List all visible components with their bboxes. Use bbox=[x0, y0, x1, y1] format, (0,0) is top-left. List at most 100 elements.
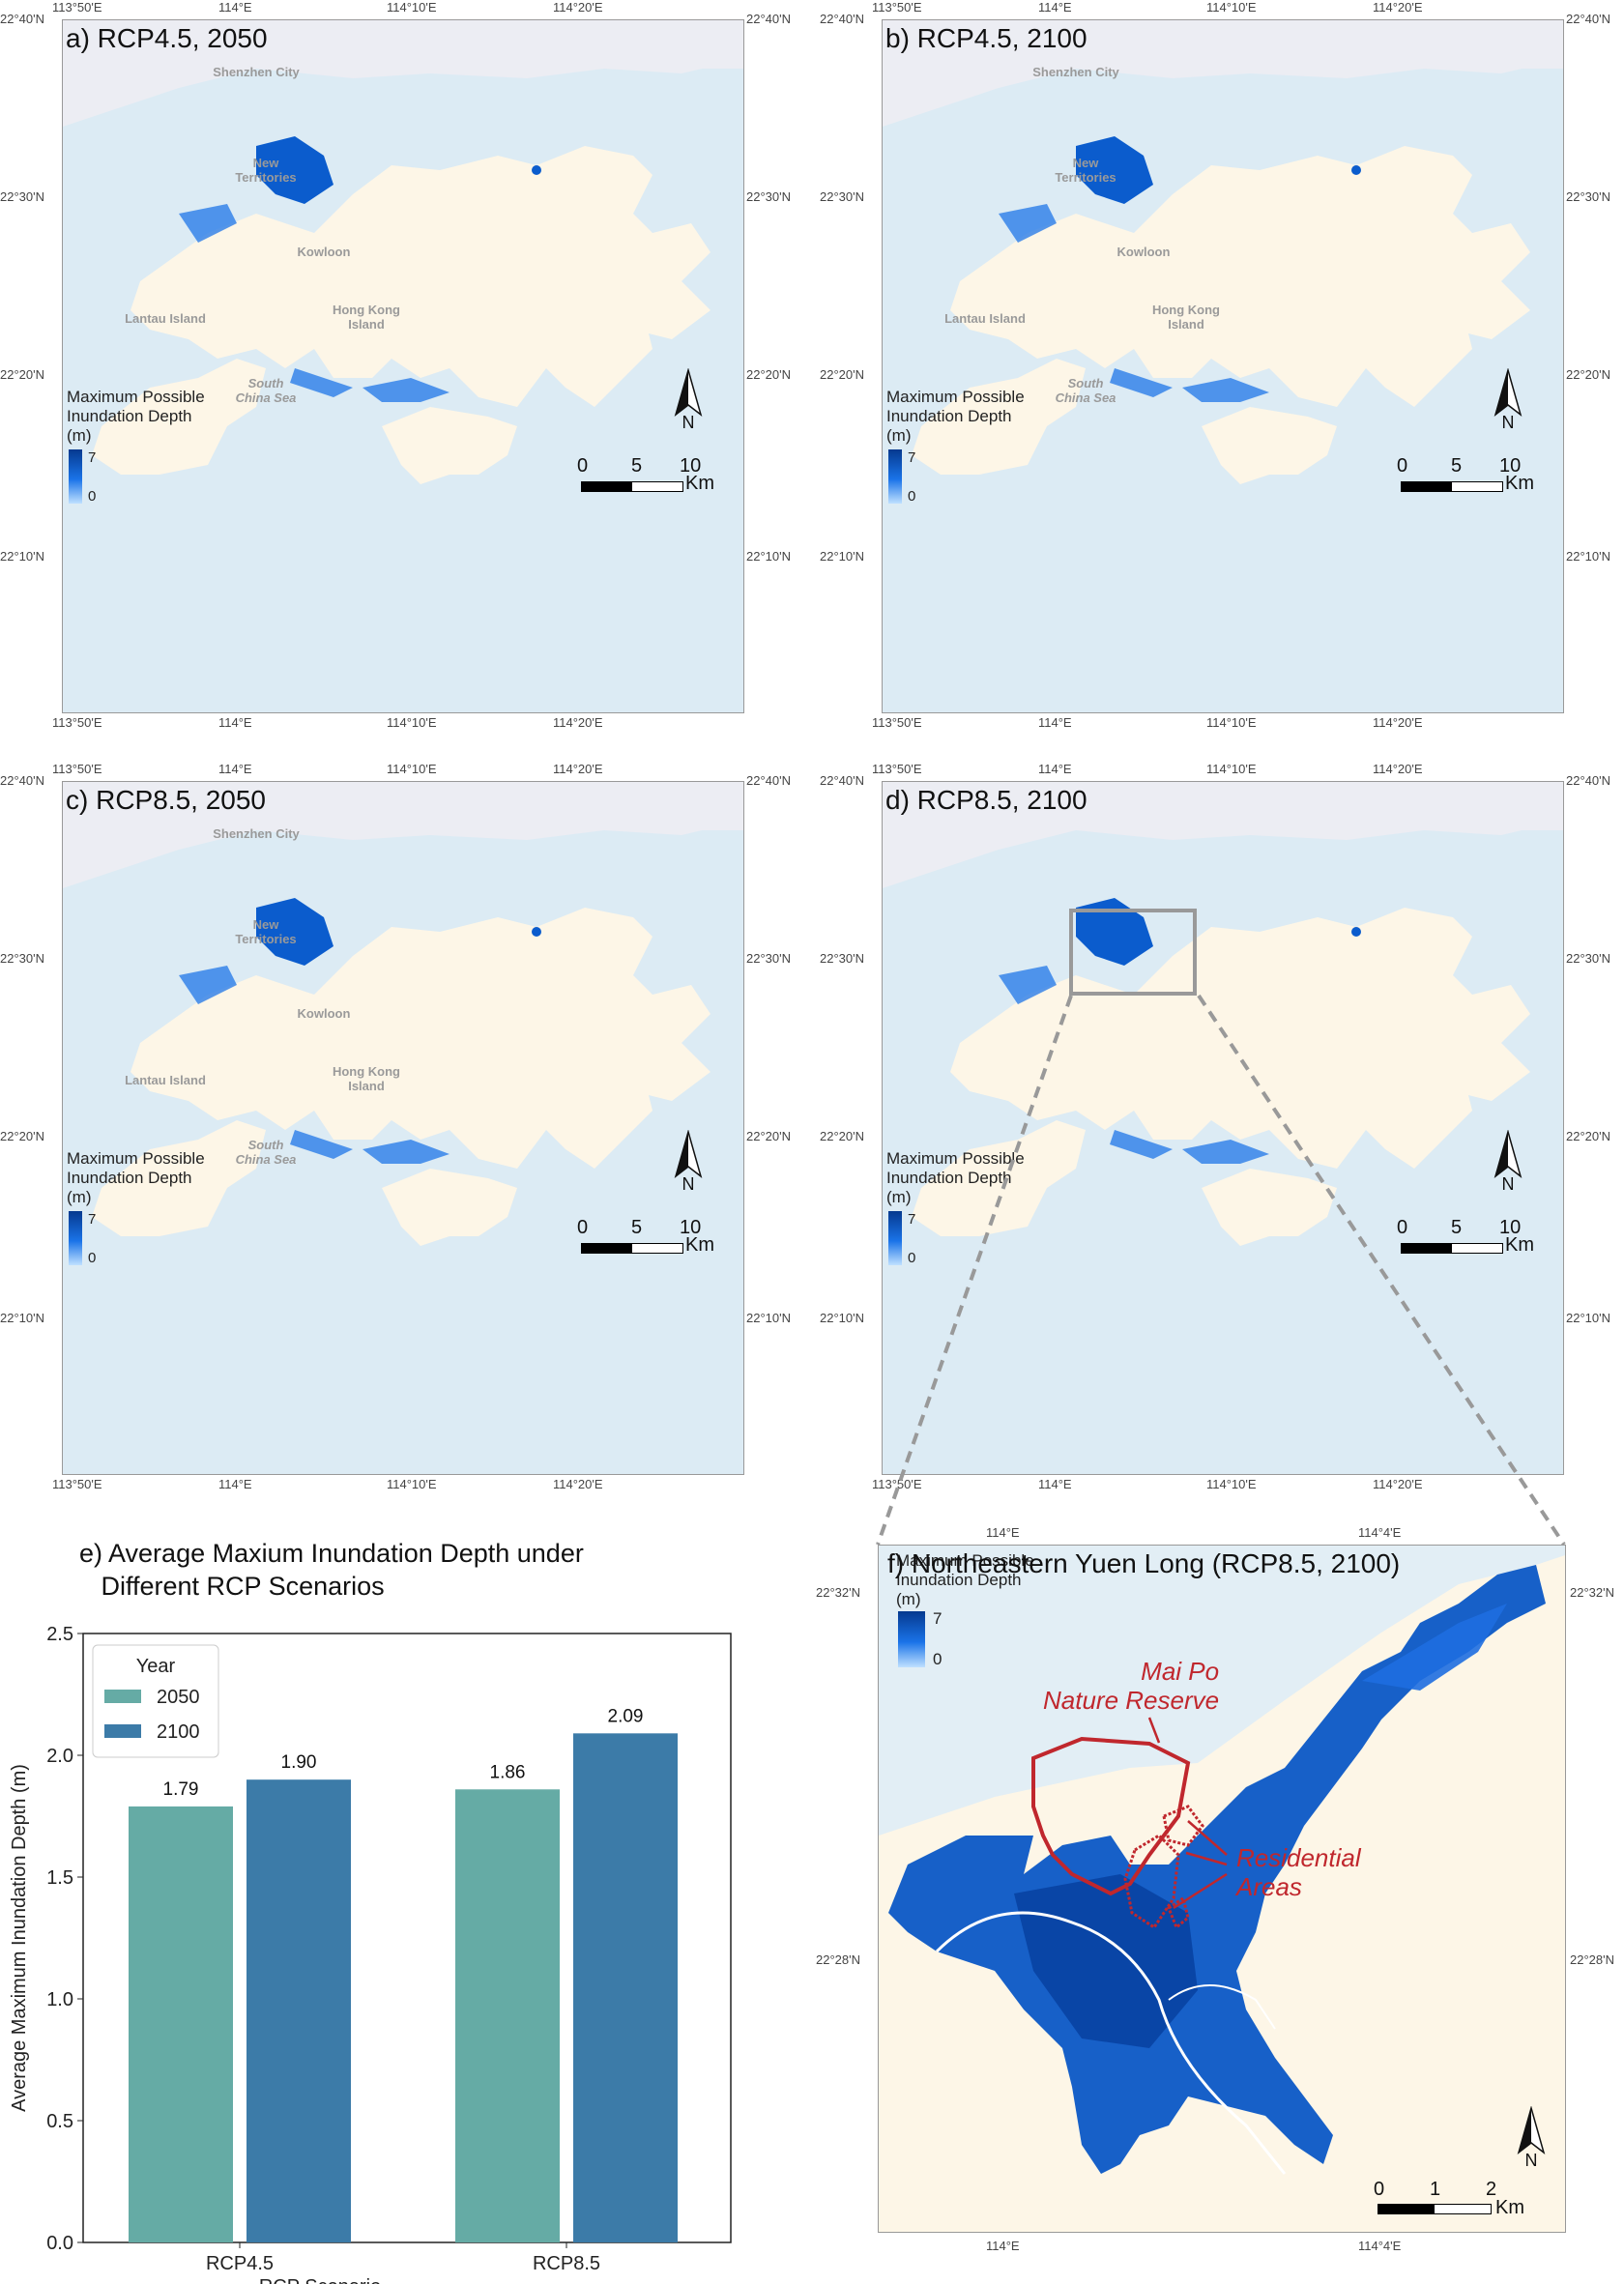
detail-top-coord-1: 114°4'E bbox=[1358, 1525, 1402, 1540]
bottom-coord-3: 114°20'E bbox=[553, 1477, 603, 1491]
hk-island-land bbox=[1202, 1169, 1337, 1246]
scale-bar bbox=[581, 481, 683, 492]
place-kowloon: Kowloon bbox=[297, 245, 351, 259]
right-coord-0: 22°40'N bbox=[746, 12, 791, 26]
bar-chart: 0.0 0.5 1.0 1.5 2.0 2.5 1.79 1.90 RCP4.5 1.86 2.09… bbox=[9, 1624, 732, 2284]
left-coord-3: 22°10'N bbox=[0, 549, 44, 564]
residential-outline-1 bbox=[1123, 1834, 1180, 1930]
top-coord-3: 114°20'E bbox=[553, 762, 603, 776]
bottom-coord-0: 113°50'E bbox=[52, 715, 102, 730]
scale-label-2: 10 bbox=[680, 1217, 702, 1238]
detail-bottom-coord-1: 114°4'E bbox=[1358, 2239, 1402, 2253]
bottom-coord-1: 114°E bbox=[1038, 715, 1072, 730]
north-arrow-icon: N bbox=[1494, 368, 1522, 428]
place-hk-island: Hong Kong Island bbox=[332, 1064, 401, 1093]
bottom-coord-0: 113°50'E bbox=[872, 715, 922, 730]
bar-label-RCP8.5-2050: 1.86 bbox=[490, 1762, 526, 1782]
map-graphic bbox=[883, 20, 1563, 484]
left-coord-3: 22°10'N bbox=[0, 1311, 44, 1325]
detail-scale-0: 0 bbox=[1374, 2179, 1385, 2200]
map-panel-d: Maximum Possible Inundation Depth (m) 7 … bbox=[820, 762, 1610, 1491]
bar-chart-panel: e) Average Maxium Inundation Depth under… bbox=[0, 1537, 754, 2284]
right-coord-2: 22°20'N bbox=[1566, 367, 1610, 382]
left-coord-3: 22°10'N bbox=[820, 1311, 864, 1325]
left-coord-1: 22°30'N bbox=[820, 189, 864, 204]
scale-label-2: 10 bbox=[680, 455, 702, 477]
scale-bar bbox=[1401, 481, 1503, 492]
scale-label-0: 0 bbox=[1397, 455, 1408, 477]
bottom-coord-2: 114°10'E bbox=[387, 1477, 437, 1491]
y-tick-label: 2.0 bbox=[46, 1746, 73, 1767]
map-panel-b: Shenzhen City New Territories Kowloon La… bbox=[820, 0, 1610, 730]
lantau-land bbox=[92, 1120, 266, 1236]
scale-label-1: 5 bbox=[1451, 1217, 1463, 1238]
legend-label-2050: 2050 bbox=[157, 1687, 200, 1708]
inundation-northwest bbox=[256, 898, 334, 966]
place-lantau: Lantau Island bbox=[944, 311, 1026, 326]
right-coord-1: 22°30'N bbox=[746, 189, 791, 204]
detail-north-arrow-icon: N bbox=[1517, 2106, 1546, 2166]
legend-max: 7 bbox=[908, 1211, 916, 1228]
top-coord-1: 114°E bbox=[218, 0, 252, 14]
right-coord-3: 22°10'N bbox=[1566, 549, 1610, 564]
legend-min: 0 bbox=[88, 488, 97, 505]
left-coord-3: 22°10'N bbox=[820, 549, 864, 564]
legend-swatch-2100 bbox=[104, 1724, 141, 1738]
top-coord-0: 113°50'E bbox=[872, 762, 922, 776]
hk-island-land bbox=[382, 407, 517, 484]
map-frame: Shenzhen City New Territories Kowloon La… bbox=[62, 781, 744, 1475]
legend-min: 0 bbox=[88, 1250, 97, 1266]
detail-map-title: f) Northeastern Yuen Long (RCP8.5, 2100) bbox=[887, 1548, 1401, 1578]
inundation-northwest bbox=[1076, 898, 1153, 966]
bottom-coord-0: 113°50'E bbox=[52, 1477, 102, 1491]
peninsula-land bbox=[1337, 1062, 1472, 1169]
map-graphic bbox=[63, 782, 743, 1246]
left-coord-2: 22°20'N bbox=[820, 367, 864, 382]
bottom-coord-2: 114°10'E bbox=[387, 715, 437, 730]
top-coord-2: 114°10'E bbox=[1206, 762, 1257, 776]
left-coord-0: 22°40'N bbox=[820, 12, 864, 26]
north-arrow-icon: N bbox=[1494, 1130, 1522, 1190]
bottom-coord-3: 114°20'E bbox=[1373, 715, 1423, 730]
x-tick-label: RCP8.5 bbox=[533, 2253, 600, 2274]
residential-outline-2 bbox=[1162, 1805, 1204, 1847]
place-shenzhen: Shenzhen City bbox=[213, 826, 300, 841]
detail-top-coord-0: 114°E bbox=[986, 1525, 1020, 1540]
map-title: a) RCP4.5, 2050 bbox=[66, 23, 268, 53]
detail-legend-min: 0 bbox=[933, 1650, 942, 1668]
bar-RCP8.5-2050 bbox=[455, 1789, 560, 2242]
y-tick-label: 0.0 bbox=[46, 2233, 73, 2254]
detail-scale-1: 1 bbox=[1430, 2179, 1441, 2200]
detail-scale-bar bbox=[1378, 2204, 1492, 2214]
right-coord-1: 22°30'N bbox=[1566, 951, 1610, 966]
detail-map-panel: Maximum Possible Inundation Depth (m) 7 … bbox=[816, 1508, 1624, 2284]
map-panel-a: Shenzhen City New Territories Kowloon La… bbox=[0, 0, 791, 730]
detail-left-coord-1: 22°28'N bbox=[816, 1952, 860, 1967]
scale-label-1: 5 bbox=[1451, 455, 1463, 477]
hk-island-land bbox=[382, 1169, 517, 1246]
place-south-china-sea: South China Sea bbox=[235, 1138, 297, 1167]
peninsula-land bbox=[1337, 301, 1472, 407]
top-coord-2: 114°10'E bbox=[387, 0, 437, 14]
scale-label-2: 10 bbox=[1499, 455, 1522, 477]
north-arrow-icon: N bbox=[674, 368, 703, 428]
peninsula-land bbox=[517, 1062, 652, 1169]
map-frame: Shenzhen City New Territories Kowloon La… bbox=[882, 19, 1564, 713]
zoom-box bbox=[1069, 909, 1197, 996]
detail-map-frame: Maximum Possible Inundation Depth (m) 7 … bbox=[878, 1545, 1566, 2233]
hk-island-land bbox=[1202, 407, 1337, 484]
detail-legend-title: Maximum Possible Inundation Depth (m) bbox=[896, 1551, 1034, 1608]
legend-colorbar bbox=[888, 1211, 902, 1265]
detail-legend-max: 7 bbox=[933, 1609, 942, 1628]
top-coord-1: 114°E bbox=[1038, 0, 1072, 14]
inundation-northwest bbox=[256, 136, 334, 204]
bottom-coord-0: 113°50'E bbox=[872, 1477, 922, 1491]
legend-colorbar bbox=[69, 449, 82, 504]
detail-left-coord-0: 22°32'N bbox=[816, 1585, 860, 1600]
y-tick-label: 0.5 bbox=[46, 2111, 73, 2132]
left-coord-0: 22°40'N bbox=[0, 773, 44, 788]
north-arrow-icon: N bbox=[674, 1130, 703, 1190]
top-coord-3: 114°20'E bbox=[553, 0, 603, 14]
scale-unit: Km bbox=[685, 1234, 714, 1256]
top-coord-3: 114°20'E bbox=[1373, 0, 1423, 14]
